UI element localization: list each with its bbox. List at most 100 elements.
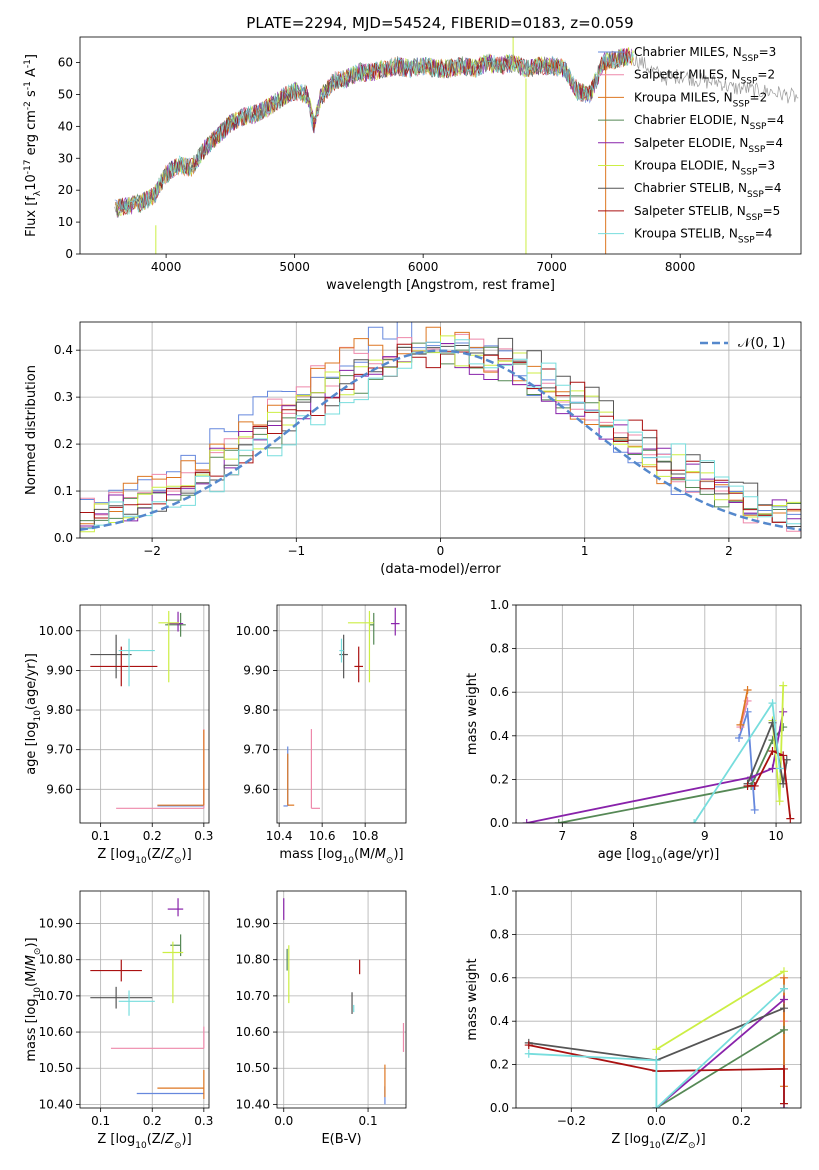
legend-label-suffix: =3 — [759, 45, 777, 59]
mass-weight-marker — [735, 733, 744, 742]
legend-label-main: Salpeter ELODIE, N — [634, 136, 748, 150]
errorbar-point — [162, 941, 184, 1004]
spectrum-model-line — [114, 50, 630, 218]
gridlines — [80, 891, 209, 1108]
label-part: ⊙ — [33, 948, 43, 956]
gridlines — [516, 604, 801, 824]
x-tick-label: −0.2 — [557, 1114, 586, 1128]
y-tick-label: 10.70 — [236, 989, 270, 1003]
legend-label: 𝒩(0, 1) — [738, 336, 785, 351]
label-part: M — [375, 847, 386, 862]
label-part: )] — [182, 847, 192, 862]
x-axis-label: Z [log10(Z/Z⊙)] — [97, 1132, 191, 1151]
axes-frame — [79, 604, 210, 824]
panel-mass-vs-Z: 0.1 0.2 0.3 10.40 10.50 10.60 10.70 10.80 10.90 Z… — [24, 890, 213, 1151]
label-part: age [ — [598, 847, 631, 862]
mass-weight-marker — [522, 819, 531, 823]
label-part: λ — [33, 190, 43, 196]
axes-frame — [79, 321, 802, 539]
mass-weight-marker — [775, 764, 784, 773]
y-axis-label: Flux [fλ10-17 erg cm-2 s-1 A-1] — [23, 54, 43, 237]
label-part: (age/yr)] — [24, 653, 39, 710]
y-tick-label: 10.40 — [39, 1097, 73, 1111]
mass-weight-line — [526, 711, 785, 823]
axes: −0.2 0.0 0.2 0.0 0.2 0.4 0.6 0.8 1.0 Z [log10(Z/Z… — [465, 884, 802, 1151]
axes-frame — [276, 890, 407, 1109]
legend-label-sub: SSP — [742, 54, 759, 64]
label-part: (Z/ — [147, 1132, 166, 1147]
y-tick-label: 9.70 — [46, 743, 73, 757]
mass-weight-line — [528, 987, 785, 1108]
legend-label-main: Chabrier STELIB, N — [634, 181, 747, 195]
y-tick-label: 0.4 — [490, 729, 509, 743]
label-part: wavelength [Angstrom, rest frame] — [326, 278, 555, 293]
label-part: ⊙ — [386, 856, 394, 866]
y-tick-label: 0.4 — [490, 1014, 509, 1028]
y-tick-label: 9.70 — [243, 743, 270, 757]
legend-label-sub: SSP — [738, 236, 755, 246]
label-part: log — [24, 722, 39, 742]
y-tick-label: 0.2 — [490, 1058, 509, 1072]
spectrum-model-line — [117, 48, 635, 215]
y-axis-label: mass weight — [465, 673, 480, 755]
label-part: 10 — [24, 174, 39, 191]
legend-label-main: Kroupa ELODIE, N — [634, 159, 741, 173]
legend: 𝒩(0, 1) — [700, 336, 785, 351]
x-tick-label: 8000 — [665, 260, 696, 274]
legend-label: Chabrier ELODIE, NSSP=4 — [634, 113, 784, 132]
x-tick-label: 0.1 — [91, 829, 110, 843]
label-part: )] — [24, 937, 39, 947]
errorbar-point — [310, 729, 320, 809]
y-tick-label: 1.0 — [490, 598, 509, 612]
x-tick-label: 0.2 — [143, 1114, 162, 1128]
y-tick-label: 0.6 — [490, 971, 509, 985]
x-axis-label: E(B-V) — [321, 1132, 361, 1147]
label-part: -1 — [23, 81, 33, 90]
label-part: Z [ — [611, 1132, 629, 1147]
mass-weight-marker — [786, 814, 795, 823]
panel-mass-vs-ebv: 0.0 0.1 10.40 10.50 10.60 10.70 10.80 10.90 E(B-… — [236, 890, 407, 1147]
y-tick-label: 10 — [58, 215, 73, 229]
y-tick-label: 9.90 — [46, 663, 73, 677]
label-part: )] — [182, 1132, 192, 1147]
x-tick-label: 0.3 — [194, 1114, 213, 1128]
y-tick-label: 9.80 — [46, 703, 73, 717]
y-tick-label: 0.4 — [54, 343, 73, 357]
errorbar-point — [157, 1070, 205, 1099]
x-tick-label: −1 — [287, 544, 305, 558]
x-axis-label: (data-model)/error — [380, 562, 501, 577]
y-axis-label: mass [log10(M/M⊙)] — [24, 937, 43, 1061]
errorbar-point — [287, 753, 295, 806]
label-part: (M/ — [354, 847, 375, 862]
y-tick-label: 10.50 — [236, 1061, 270, 1075]
label-part: Z — [164, 847, 175, 862]
y-tick-label: 9.60 — [243, 782, 270, 796]
x-tick-label: 1 — [581, 544, 589, 558]
label-part: ⊙ — [174, 856, 182, 866]
x-axis-label: Z [log10(Z/Z⊙)] — [97, 847, 191, 866]
x-tick-label: 10.4 — [266, 829, 293, 843]
mass-weight-marker — [779, 984, 788, 993]
axes-frame — [79, 36, 802, 255]
plot-area — [90, 610, 205, 809]
panel-residuals: −2 −1 0 1 2 0.0 0.1 0.2 0.3 0.4 (data-model)/error… — [24, 321, 802, 577]
legend-label-sub: SSP — [741, 168, 758, 178]
label-part: log — [115, 1132, 135, 1147]
errorbar-point — [339, 638, 344, 663]
mass-weight-marker — [779, 1004, 788, 1013]
y-tick-label: 0.8 — [490, 642, 509, 656]
y-tick-label: 10.60 — [39, 1025, 73, 1039]
y-tick-label: 20 — [58, 183, 73, 197]
errorbar-point — [90, 646, 158, 687]
x-tick-label: 7 — [558, 829, 566, 843]
label-part: log — [323, 847, 343, 862]
label-part: -1 — [23, 59, 33, 68]
label-part: mass weight — [465, 958, 480, 1040]
mass-weight-marker — [750, 805, 759, 814]
label-part: 10 — [33, 987, 43, 999]
y-tick-label: 10.90 — [236, 917, 270, 931]
x-tick-label: 5000 — [279, 260, 310, 274]
axes-frame — [79, 890, 210, 1109]
